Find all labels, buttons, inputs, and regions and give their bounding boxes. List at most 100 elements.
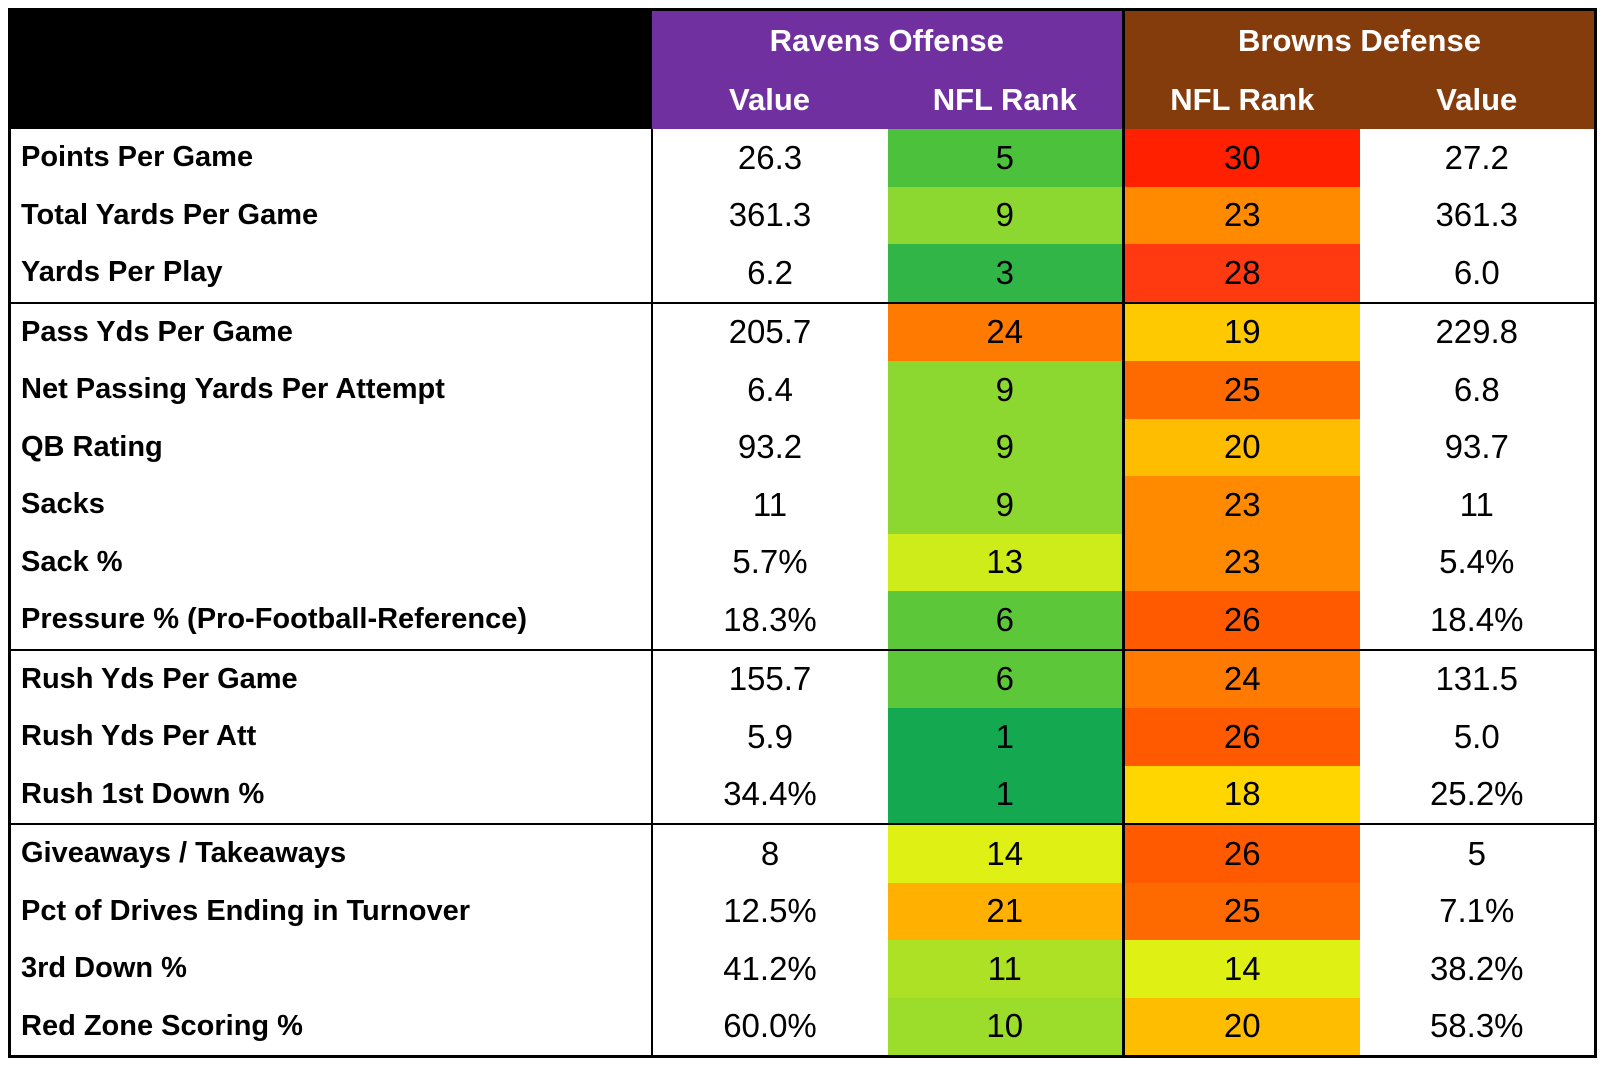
row-label: Rush Yds Per Game xyxy=(9,648,653,708)
defense-value: 6.8 xyxy=(1453,370,1500,408)
defense-value: 93.7 xyxy=(1444,428,1509,466)
offense-value: 18.3% xyxy=(723,600,817,638)
defense-value: 11 xyxy=(1459,485,1494,523)
row-label: Pressure % (Pro-Football-Reference) xyxy=(9,591,653,650)
offense-value: 41.2% xyxy=(723,949,817,987)
offense-rank: 21 xyxy=(887,882,1124,940)
row-label: Pass Yds Per Game xyxy=(9,301,653,361)
table-row: 3rd Down % 41.2% 11 14 38.2% xyxy=(9,940,1596,998)
offense-value: 5.9 xyxy=(747,717,793,755)
table-row: Sacks 11 9 23 11 xyxy=(9,476,1596,534)
row-label: Red Zone Scoring % xyxy=(9,997,653,1057)
defense-rank: 20 xyxy=(1122,418,1360,476)
column-header: Value xyxy=(651,71,888,129)
offense-rank: 5 xyxy=(887,129,1124,187)
table-row: QB Rating 93.2 9 20 93.7 xyxy=(9,418,1596,476)
defense-rank: 28 xyxy=(1122,244,1360,303)
offense-rank: 1 xyxy=(887,708,1124,766)
defense-rank: 26 xyxy=(1122,708,1360,766)
defense-value: 5.0 xyxy=(1453,717,1500,755)
row-label: Total Yards Per Game xyxy=(9,186,653,244)
defense-rank: 18 xyxy=(1122,765,1360,824)
table-body: Points Per Game 26.3 5 30 27.2 Total Yards Pe… xyxy=(9,129,1596,1057)
stats-table: Ravens Offense Browns Defense Value NFL … xyxy=(8,8,1597,1058)
defense-rank: 26 xyxy=(1122,591,1360,650)
table-row: Pressure % (Pro-Football-Reference) 18.3%… xyxy=(9,591,1596,650)
table-row: Red Zone Scoring % 60.0% 10 20 58.3% xyxy=(9,997,1596,1057)
table-row: Rush Yds Per Att 5.9 1 26 5.0 xyxy=(9,708,1596,766)
defense-value: 229.8 xyxy=(1359,301,1596,361)
defense-value: 131.5 xyxy=(1359,648,1596,708)
offense-rank: 6 xyxy=(887,648,1124,708)
defense-value: 25.2% xyxy=(1429,775,1524,813)
offense-value: 5.7% xyxy=(732,543,808,581)
defense-rank: 25 xyxy=(1122,361,1360,419)
defense-rank: 23 xyxy=(1122,476,1360,534)
offense-rank: 9 xyxy=(887,418,1124,476)
table-row: Giveaways / Takeaways 8 14 26 5 xyxy=(9,823,1596,883)
offense-value: 26.3 xyxy=(737,138,803,176)
offense-value: 205.7 xyxy=(651,301,888,361)
row-label: QB Rating xyxy=(9,418,653,476)
defense-value: 18.4% xyxy=(1429,600,1524,638)
offense-rank: 9 xyxy=(887,476,1124,534)
offense-value: 60.0% xyxy=(723,1007,817,1045)
defense-rank: 24 xyxy=(1122,648,1360,708)
column-header: NFL Rank xyxy=(887,71,1124,129)
row-label: 3rd Down % xyxy=(9,940,653,998)
table-row: Pct of Drives Ending in Turnover 12.5% 21 2… xyxy=(9,882,1596,940)
defense-value: 58.3% xyxy=(1429,1007,1524,1045)
defense-value: 7.1% xyxy=(1439,892,1515,930)
defense-value: 361.3 xyxy=(1435,196,1519,234)
header-blank xyxy=(9,9,652,129)
defense-rank: 25 xyxy=(1122,882,1360,940)
defense-rank: 23 xyxy=(1122,533,1360,591)
offense-rank: 3 xyxy=(887,244,1124,303)
offense-value: 155.7 xyxy=(651,648,888,708)
table-row: Net Passing Yards Per Attempt 6.4 9 25 6.8 xyxy=(9,361,1596,419)
defense-rank: 19 xyxy=(1122,301,1360,361)
offense-rank: 1 xyxy=(887,765,1124,824)
offense-title: Ravens Offense xyxy=(651,9,1124,71)
defense-rank: 23 xyxy=(1122,186,1360,244)
row-label: Yards Per Play xyxy=(9,244,653,303)
offense-value: 8 xyxy=(651,823,888,883)
defense-rank: 14 xyxy=(1122,940,1360,998)
row-label: Pct of Drives Ending in Turnover xyxy=(9,882,653,940)
offense-rank: 24 xyxy=(887,301,1124,361)
row-label: Sacks xyxy=(9,476,653,534)
column-header: NFL Rank xyxy=(1122,71,1360,129)
row-label: Rush 1st Down % xyxy=(9,765,653,824)
row-label: Points Per Game xyxy=(9,129,653,187)
offense-rank: 6 xyxy=(887,591,1124,650)
offense-value: 6.4 xyxy=(747,370,793,408)
offense-rank: 14 xyxy=(887,823,1124,883)
defense-rank: 20 xyxy=(1122,997,1360,1057)
defense-value: 6.0 xyxy=(1453,253,1500,291)
table-row: Pass Yds Per Game 205.7 24 19 229.8 xyxy=(9,301,1596,361)
row-label: Giveaways / Takeaways xyxy=(9,823,653,883)
row-label: Rush Yds Per Att xyxy=(9,708,653,766)
column-header: Value xyxy=(1359,71,1596,129)
table-row: Total Yards Per Game 361.3 9 23 361.3 xyxy=(9,186,1596,244)
offense-value: 11 xyxy=(752,485,788,523)
offense-rank: 9 xyxy=(887,361,1124,419)
defense-value: 5 xyxy=(1359,823,1596,883)
offense-value: 361.3 xyxy=(728,196,812,234)
defense-value: 38.2% xyxy=(1429,949,1524,987)
offense-value: 34.4% xyxy=(723,775,817,813)
defense-title: Browns Defense xyxy=(1122,9,1596,71)
table-row: Yards Per Play 6.2 3 28 6.0 xyxy=(9,244,1596,303)
offense-rank: 10 xyxy=(887,997,1124,1057)
defense-rank: 26 xyxy=(1122,823,1360,883)
offense-value: 93.2 xyxy=(737,428,803,466)
table-row: Rush 1st Down % 34.4% 1 18 25.2% xyxy=(9,765,1596,824)
row-label: Sack % xyxy=(9,533,653,591)
defense-rank: 30 xyxy=(1122,129,1360,187)
table-row: Sack % 5.7% 13 23 5.4% xyxy=(9,533,1596,591)
offense-rank: 11 xyxy=(887,940,1124,998)
offense-rank: 9 xyxy=(887,186,1124,244)
defense-value: 27.2 xyxy=(1444,138,1509,176)
offense-value: 12.5% xyxy=(723,892,817,930)
